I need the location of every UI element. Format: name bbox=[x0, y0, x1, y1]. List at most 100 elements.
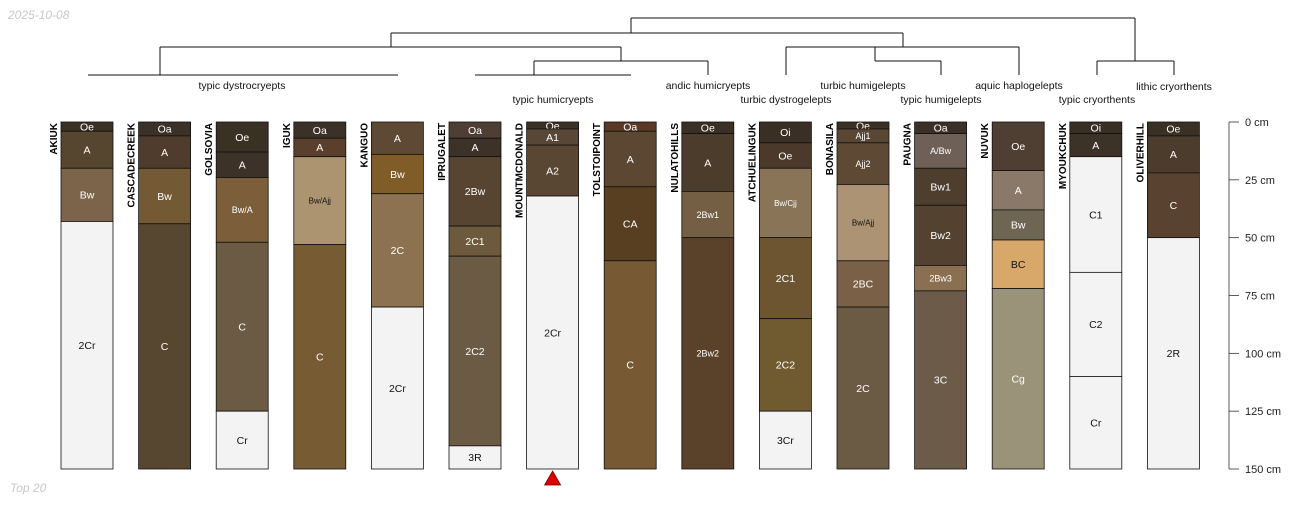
horizon-label: Oe bbox=[778, 150, 792, 162]
horizon-label: C bbox=[1170, 200, 1178, 212]
horizon-kanguo-3 bbox=[370, 306, 424, 470]
profile-name-label: NUVUK bbox=[980, 122, 991, 158]
profile-name-label: CASCADECREEK bbox=[127, 122, 138, 207]
horizon-label: C bbox=[161, 341, 169, 353]
horizon-oliverhill-3 bbox=[1147, 237, 1200, 470]
horizon-mountmcdonald-3 bbox=[526, 195, 579, 470]
horizon-label: 2C2 bbox=[776, 360, 795, 372]
horizon-label: 2BC bbox=[853, 279, 874, 291]
horizon-label: A2 bbox=[546, 165, 559, 177]
marked-profile-triangle bbox=[543, 470, 562, 486]
horizon-label: Bw bbox=[157, 191, 172, 203]
horizon-label: Cr bbox=[1090, 418, 1102, 430]
depth-tick-label: 100 cm bbox=[1245, 348, 1281, 360]
taxon-label: andic humicryepts bbox=[666, 80, 751, 92]
horizon-label: Oi bbox=[780, 127, 791, 139]
taxon-label: typic cryorthents bbox=[1059, 94, 1135, 106]
horizon-paugna-5 bbox=[914, 290, 967, 470]
profile-tolstoipoint: Oa A CA C TOLSTOIPOINT bbox=[592, 121, 657, 470]
horizon-label: A bbox=[1092, 140, 1099, 152]
horizon-label: Bw/Ajj bbox=[852, 219, 874, 228]
profile-atchuelinguk: Oi Oe Bw/Cjj 2C1 2C2 3Cr ATCHUELINGUK bbox=[747, 121, 812, 470]
horizon-label: Oa bbox=[623, 121, 637, 133]
horizon-nuvuk-2 bbox=[991, 209, 1045, 241]
horizon-label: Ajj2 bbox=[855, 159, 870, 169]
horizon-label: C2 bbox=[1089, 319, 1103, 331]
taxon-label: lithic cryorthents bbox=[1136, 81, 1212, 93]
horizon-label: 2R bbox=[1167, 348, 1181, 360]
horizon-label: Oe bbox=[701, 123, 715, 135]
profile-oliverhill: Oe A C 2R OLIVERHILL bbox=[1135, 121, 1200, 470]
horizon-label: Bw2 bbox=[930, 230, 951, 242]
depth-tick-label: 125 cm bbox=[1245, 406, 1281, 418]
horizon-oliverhill-1 bbox=[1147, 135, 1200, 174]
horizon-cascadecreek-1 bbox=[138, 135, 192, 169]
profile-nulatohills: Oe A 2Bw1 2Bw2 NULATOHILLS bbox=[670, 121, 735, 470]
horizon-label: Oa bbox=[313, 125, 327, 137]
horizon-iprugalet-5 bbox=[448, 445, 502, 470]
selection-marker bbox=[543, 470, 562, 486]
profile-iguk: Oa A Bw/Ajj C IGUK bbox=[282, 121, 347, 470]
horizon-label: A bbox=[239, 160, 246, 172]
horizon-label: 2Bw3 bbox=[929, 273, 952, 283]
taxon-label: aquic haplogelepts bbox=[975, 80, 1063, 92]
horizon-label: Oe bbox=[1166, 124, 1180, 136]
taxon-label: typic humicryepts bbox=[512, 94, 593, 106]
horizon-atchuelinguk-2 bbox=[759, 167, 812, 239]
horizon-label: 2C1 bbox=[465, 236, 484, 248]
horizon-myoukchuk-4 bbox=[1069, 376, 1123, 470]
taxon-labels: typic dystrocryepts typic humicryepts andi… bbox=[199, 80, 1212, 106]
horizon-label: 3C bbox=[934, 375, 948, 387]
profile-name-label: AKIUK bbox=[49, 122, 60, 154]
horizon-golsovia-3 bbox=[215, 241, 269, 412]
horizon-cascadecreek-3 bbox=[138, 223, 192, 470]
horizon-label: A bbox=[471, 142, 478, 154]
profile-name-label: MOUNTMCDONALD bbox=[515, 123, 526, 218]
horizon-label: Oe bbox=[80, 121, 94, 133]
horizon-golsovia-4 bbox=[215, 410, 269, 470]
horizon-label: C bbox=[316, 352, 324, 364]
depth-tick-label: 75 cm bbox=[1245, 291, 1275, 303]
profile-name-label: GOLSOVIA bbox=[204, 123, 215, 176]
profile-paugna: Oa A/Bw Bw1 Bw2 2Bw3 3C PAUGNA bbox=[903, 121, 967, 470]
horizon-label: CA bbox=[623, 219, 638, 231]
horizon-label: Bw/Cjj bbox=[774, 199, 797, 208]
horizon-label: 2Cr bbox=[79, 340, 96, 352]
horizon-label: 2Bw2 bbox=[697, 349, 720, 359]
taxon-label: turbic humigelepts bbox=[820, 80, 905, 92]
horizon-myoukchuk-2 bbox=[1069, 156, 1123, 273]
profile-name-label: IGUK bbox=[282, 122, 293, 148]
horizon-label: Oa bbox=[158, 124, 172, 136]
profile-cascadecreek: Oa A Bw C CASCADECREEK bbox=[127, 121, 192, 470]
horizon-label: Cg bbox=[1011, 374, 1025, 386]
horizon-label: 2C bbox=[391, 245, 405, 257]
horizon-iguk-3 bbox=[293, 244, 347, 470]
horizon-paugna-1 bbox=[914, 133, 967, 169]
profile-nuvuk: Oe A Bw BC Cg NUVUK bbox=[980, 121, 1045, 470]
horizon-label: A bbox=[394, 133, 401, 145]
horizon-label: Bw bbox=[1011, 220, 1026, 232]
horizon-label: Oa bbox=[934, 123, 948, 135]
horizon-label: Oa bbox=[468, 125, 482, 137]
horizon-tolstoipoint-2 bbox=[603, 186, 657, 262]
horizon-label: A/Bw bbox=[930, 146, 952, 156]
horizon-atchuelinguk-4 bbox=[759, 318, 812, 412]
profile-golsovia: Oe A Bw/A C Cr GOLSOVIA bbox=[204, 121, 269, 470]
horizon-label: A bbox=[83, 145, 90, 157]
horizon-nulatohills-2 bbox=[681, 190, 735, 239]
horizon-label: A bbox=[704, 157, 711, 169]
depth-tick-label: 0 cm bbox=[1245, 117, 1269, 129]
horizon-kanguo-0 bbox=[370, 121, 424, 155]
profile-myoukchuk: Oi A C1 C2 Cr MYOUKCHUK bbox=[1058, 121, 1123, 470]
profile-name-label: TOLSTOIPOINT bbox=[592, 123, 603, 197]
horizon-tolstoipoint-3 bbox=[603, 260, 657, 470]
profile-kanguo: A Bw 2C 2Cr KANGUO bbox=[359, 121, 424, 470]
horizon-label: Bw1 bbox=[930, 182, 951, 194]
horizon-bonasila-5 bbox=[836, 306, 890, 470]
horizon-label: A bbox=[1015, 185, 1022, 197]
horizon-akiuk-3 bbox=[60, 221, 114, 470]
horizon-label: Oe bbox=[235, 132, 249, 144]
